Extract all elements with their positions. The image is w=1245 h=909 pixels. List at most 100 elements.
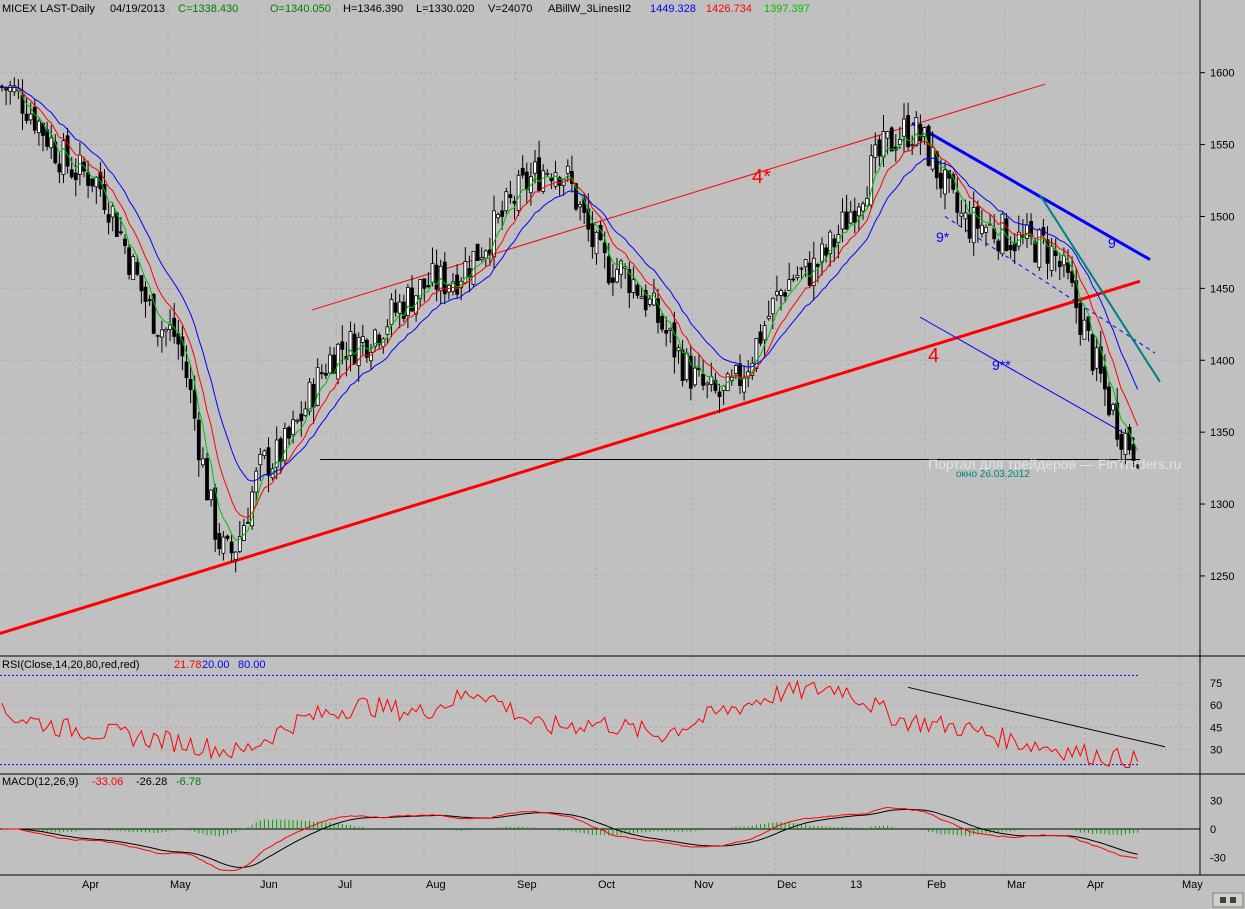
header-indicator: ABillW_3LinesII2 xyxy=(548,3,631,15)
candle-body xyxy=(229,541,234,554)
candle-body xyxy=(340,341,345,350)
macd-v1: -33.06 xyxy=(92,776,123,788)
label-4-star: 4* xyxy=(752,166,771,188)
moving-averages xyxy=(1,86,1139,541)
candle-body xyxy=(578,203,582,208)
candle-body xyxy=(135,262,140,275)
candle-body xyxy=(266,447,271,477)
x-tick-label: Nov xyxy=(694,879,714,891)
candle-body xyxy=(615,269,619,283)
candle-body xyxy=(1090,334,1095,371)
candle-body xyxy=(770,297,775,315)
candle-body xyxy=(627,269,632,294)
header-red-value: 1426.734 xyxy=(706,3,752,15)
candle-body xyxy=(811,257,816,286)
candle-body xyxy=(959,212,964,217)
candle-body xyxy=(282,428,287,461)
rsi-panel: 75 60 45 30 xyxy=(0,674,1222,768)
candle-body xyxy=(844,211,849,230)
candle-body xyxy=(1103,366,1107,390)
y-tick-label: 1550 xyxy=(1210,140,1234,152)
candle-body xyxy=(799,267,804,270)
candle-body xyxy=(922,127,927,138)
candle-body xyxy=(299,413,304,422)
scroll-widget[interactable] xyxy=(1212,892,1244,908)
candle-body xyxy=(475,243,480,262)
candle-body xyxy=(889,127,894,152)
candle-body xyxy=(885,131,890,139)
y-tick-label: 1350 xyxy=(1210,427,1234,439)
candle-body xyxy=(766,315,771,320)
rsi-value: 21.78 xyxy=(174,659,202,671)
candle-body xyxy=(192,390,197,419)
candle-body xyxy=(65,135,70,167)
candle-body xyxy=(1131,444,1136,461)
x-tick-label: May xyxy=(1182,879,1203,891)
candle-body xyxy=(205,458,209,501)
candle-body xyxy=(619,260,623,275)
candle-body xyxy=(307,381,312,412)
candle-body xyxy=(524,171,529,191)
candle-body xyxy=(200,458,205,466)
candle-body xyxy=(787,279,792,291)
candle-body xyxy=(274,439,279,468)
y-tick-label: 1600 xyxy=(1210,68,1234,80)
macd-line xyxy=(1,806,1138,872)
candle-body xyxy=(12,85,17,93)
candle-body xyxy=(319,372,324,375)
window-note: окно 26.03.2012 xyxy=(956,469,1030,480)
candle-body xyxy=(348,331,353,357)
candle-body xyxy=(565,165,570,174)
x-tick-label: Oct xyxy=(598,879,615,891)
channel-line-4 xyxy=(0,279,1141,635)
candle-body xyxy=(90,178,95,187)
candle-body xyxy=(479,257,484,261)
candle-body xyxy=(250,491,255,527)
y-tick-label: 1250 xyxy=(1210,571,1234,583)
candle-body xyxy=(537,157,541,191)
candle-body xyxy=(824,247,828,256)
x-tick-label: Jun xyxy=(260,879,278,891)
candle-body xyxy=(541,170,546,192)
candle-body xyxy=(664,330,669,334)
candle-body xyxy=(906,115,910,148)
candle-body xyxy=(836,234,841,243)
candle-body xyxy=(939,172,943,189)
candle-body xyxy=(574,183,578,210)
candle-body xyxy=(647,298,652,305)
candle-body xyxy=(602,242,607,254)
candle-body xyxy=(291,419,296,436)
candle-body xyxy=(1045,239,1050,264)
candle-body xyxy=(996,240,1001,252)
ma-red-line xyxy=(1,86,1139,519)
candle-body xyxy=(631,279,636,293)
trend-line-9-double-star xyxy=(919,316,1136,440)
candle-body xyxy=(943,169,947,195)
candle-body xyxy=(32,106,37,131)
macd-label: MACD(12,26,9) xyxy=(2,776,78,788)
candle-body xyxy=(680,349,685,382)
x-tick-label: Sep xyxy=(517,879,537,891)
candle-body xyxy=(668,328,673,331)
candle-body xyxy=(143,286,148,303)
candle-body xyxy=(734,365,738,374)
candle-body xyxy=(155,334,160,337)
candle-body xyxy=(254,470,259,493)
rsi-tick-label: 30 xyxy=(1210,745,1222,757)
candle-body xyxy=(926,125,931,166)
candle-body xyxy=(852,210,857,223)
candle-body xyxy=(110,205,115,218)
y-tick-label: 1400 xyxy=(1210,355,1234,367)
candle-body xyxy=(1127,426,1132,451)
rsi-tick-label: 75 xyxy=(1210,678,1222,690)
candle-body xyxy=(1000,213,1005,255)
candle-body xyxy=(717,391,722,398)
candle-body xyxy=(151,293,156,334)
candle-body xyxy=(119,231,123,234)
candle-body xyxy=(881,131,886,158)
candle-body xyxy=(611,277,615,283)
header-high: H=1346.390 xyxy=(343,3,403,15)
candle-body xyxy=(168,324,173,330)
label-9-double-star: 9** xyxy=(992,357,1011,373)
candle-body xyxy=(393,302,398,313)
